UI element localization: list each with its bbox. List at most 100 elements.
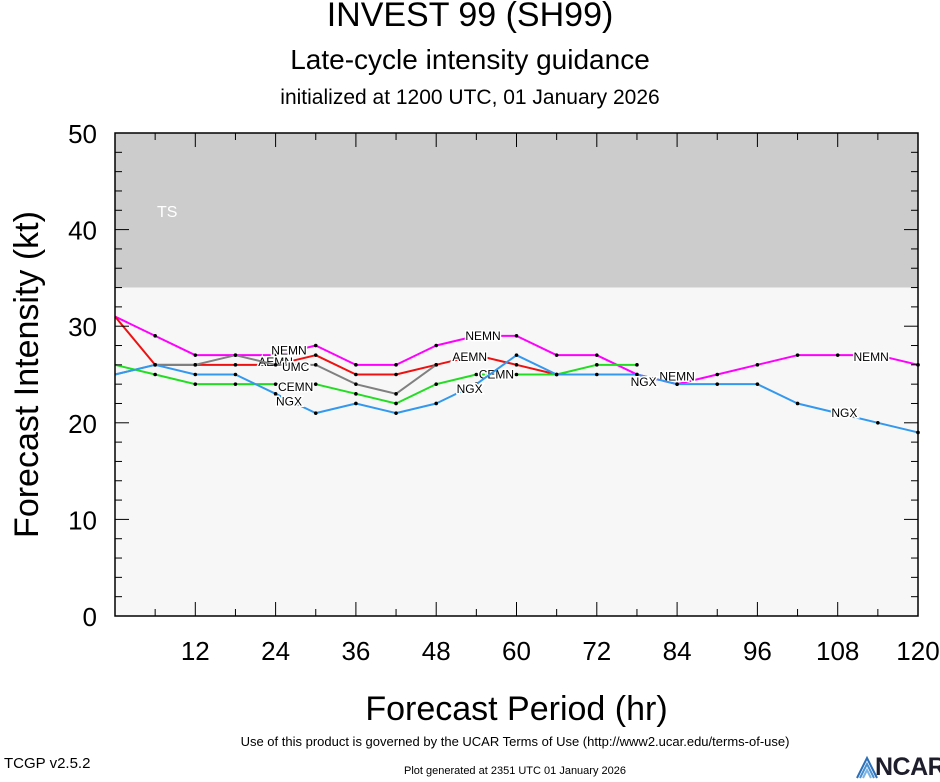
point-cemn [233,382,238,386]
point-ngx [394,411,398,415]
label-cemn: CEMN [278,380,313,394]
point-nemn [434,343,439,348]
point-nemn [755,363,760,367]
label-umc: UMC [282,360,310,374]
intensity-bands: TS [115,133,918,616]
point-ngx [595,372,599,377]
x-tick-label: 48 [422,636,451,666]
x-axis-label: Forecast Period (hr) [365,690,667,728]
point-nemn [474,334,479,338]
y-tick-label: 50 [68,119,97,149]
chart-title: INVEST 99 (SH99) [326,0,614,34]
point-cemn [313,382,318,386]
point-ngx [233,372,238,377]
y-tick-label: 30 [68,312,97,342]
point-ngx [153,363,157,367]
point-cemn [434,382,439,386]
point-umc [313,363,318,367]
x-tick-label: 24 [261,636,290,666]
point-nemn [595,353,599,357]
y-tick-label: 0 [83,602,97,632]
point-ngx [715,382,720,386]
x-tick-label: 108 [816,636,859,666]
point-ngx [354,401,358,406]
x-tick-label: 84 [663,636,692,666]
point-cemn [193,382,198,386]
label-ngx: NGX [831,406,857,420]
x-tick-label: 96 [743,636,772,666]
point-ngx [675,382,679,386]
label-cemn: CEMN [479,368,514,382]
point-aemn [394,372,398,377]
point-cemn [354,392,358,396]
label-nemn: NEMN [853,350,888,364]
point-ngx [635,372,639,377]
terms-of-use-notice: Use of this product is governed by the U… [240,734,790,749]
series-ngx: NGX NGX NGX NGX [114,353,920,435]
point-nemn [313,343,318,348]
point-ngx [474,382,479,386]
point-nemn [153,334,157,338]
band-1 [115,287,918,616]
point-cemn [273,382,278,386]
label-nemn: NEMN [659,369,694,383]
point-ngx [876,421,880,425]
series-cemn: CEMN CEMN [114,363,639,406]
point-ngx [273,392,278,396]
point-nemn [554,353,559,357]
generated-timestamp: Plot generated at 2351 UTC 01 January 20… [404,765,626,777]
series-nemn: NEMN NEMN NEMN NEMN [114,315,920,386]
label-aemn: AEMN [452,350,487,364]
point-umc [394,392,398,396]
x-tick-label: 120 [896,636,939,666]
point-umc [434,363,439,367]
label-ngx: NGX [631,375,657,389]
point-cemn [474,372,479,377]
point-nemn [273,353,278,357]
point-umc [354,382,358,386]
point-cemn [153,372,157,377]
band-label-ts: TS [157,204,177,221]
line-cemn [114,363,637,405]
series-umc: UMC [114,353,439,396]
point-ngx [514,353,519,357]
point-nemn [394,363,398,367]
ncar-logo: NCAR [855,752,940,781]
x-tick-label: 72 [582,636,611,666]
point-aemn [514,363,519,367]
band-0 [115,133,918,288]
point-aemn [474,353,479,357]
point-nemn [715,372,720,377]
x-tick-label: 60 [502,636,531,666]
point-aemn [233,363,238,367]
point-cemn [514,372,519,377]
point-ngx [193,372,198,377]
ncar-logo-icon [856,755,878,779]
label-nemn: NEMN [271,343,306,357]
y-tick-label: 20 [68,409,97,439]
x-tick-label: 12 [181,636,210,666]
point-nemn [193,353,198,357]
y-tick-label: 10 [68,505,97,535]
point-nemn [876,353,880,357]
chart-subtitle: Late-cycle intensity guidance [290,44,650,75]
point-cemn [394,401,398,406]
point-umc [193,363,198,367]
point-aemn [313,353,318,357]
point-cemn [595,363,599,367]
point-cemn [635,363,639,367]
ncar-logo-text: NCAR [875,753,940,781]
version-label: TCGP v2.5.2 [4,755,91,772]
x-tick-label: 36 [341,636,370,666]
y-axis-label: Forecast Intensity (kt) [8,211,46,538]
point-ngx [554,372,559,377]
y-tick-label: 40 [68,216,97,246]
initialization-time: initialized at 1200 UTC, 01 January 2026 [280,86,660,109]
point-nemn [354,363,358,367]
axes: 12 24 36 48 60 72 84 96 108 120 0 10 20 30 40 50 [68,119,940,666]
point-ngx [434,401,439,406]
point-ngx [755,382,760,386]
point-nemn [835,353,840,357]
